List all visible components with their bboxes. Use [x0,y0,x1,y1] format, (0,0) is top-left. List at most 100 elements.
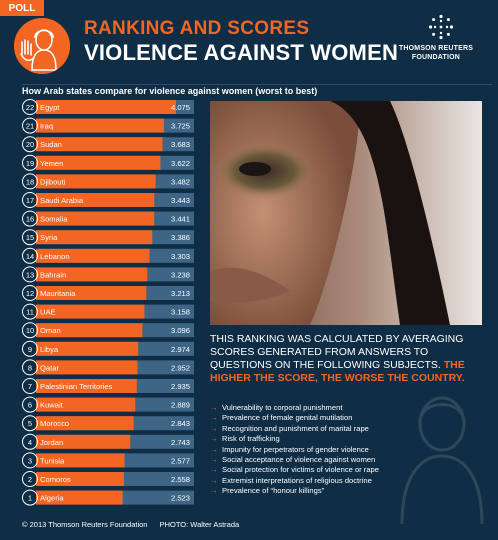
bar-morocco [36,416,134,431]
score-label: 3.213 [171,289,190,298]
bar-syria [36,230,153,245]
rank-circle [22,322,38,339]
rank-number: 7 [28,382,32,391]
bar-saudi-arabia [36,193,155,207]
rank-number: 4 [28,438,32,447]
score-label: 3.622 [171,159,190,168]
rank-number: 18 [26,177,34,186]
rank-circle [22,285,38,301]
rank-circle [22,471,38,487]
rank-number: 17 [26,196,34,205]
rank-number: 5 [28,419,32,428]
rank-circle [22,415,38,432]
copyright-text: © 2013 Thomson Reuters Foundation [22,520,148,529]
score-label: 3.158 [171,308,190,317]
photo-credit: PHOTO: Walter Astrada [159,520,240,529]
rank-circle [22,247,38,264]
bar-kuwait [36,397,136,412]
score-label: 3.443 [171,196,190,205]
score-label: 3.096 [171,326,190,335]
title-ranking: RANKING AND SCORES [84,18,310,39]
country-label: Mauritania [40,289,76,298]
score-label: 2.743 [171,438,190,447]
rank-circle [22,433,38,450]
subject-label: Recognition and punishment of marital ra… [222,423,369,433]
country-label: UAE [40,308,56,317]
country-label: Palestinian Territories [40,382,113,391]
subject-label: Social protection for victims of violenc… [222,465,380,475]
country-label: Oman [40,326,61,335]
subject-item: → Recognition and punishment of marital r… [210,424,480,434]
bar-bahrain [36,267,148,282]
method-highlight: THE HIGHER THE SCORE, THE WORSE THE COUN… [210,359,465,384]
rank-circle [22,136,38,153]
subject-label: Prevalence of female genital mutilation [222,413,353,423]
bar-egypt [36,100,176,114]
score-label: 2.523 [171,494,190,503]
subject-label: Risk of trafficking [222,434,280,444]
rank-number: 21 [26,122,34,131]
org-name-line2: FOUNDATION [411,54,461,61]
rank-number: 2 [28,475,32,484]
score-label: 3.482 [171,177,190,186]
country-label: Jordan [40,438,63,447]
bar-mauritania [36,286,147,300]
rank-circle [22,378,38,394]
rank-circle [22,229,38,246]
method-text: THIS RANKING WAS CALCULATED BY AVERAGING… [210,333,482,385]
woman-silhouette-icon [400,396,484,524]
country-label: Yemen [40,159,63,168]
score-label: 2.889 [171,401,190,410]
arrow-icon: → [210,455,218,465]
score-label: 2.577 [171,456,190,465]
bar-uae [36,304,145,319]
rank-number: 1 [28,494,32,503]
rank-circle [22,266,38,283]
org-name: THOMSON REUTERS FOUNDATION [380,44,492,62]
country-label: Comoros [40,475,71,484]
subject-label: Vulnerability to corporal punishment [222,403,343,412]
arrow-icon: → [210,413,218,423]
country-label: Lebanon [40,252,70,261]
country-label: Kuwait [40,401,64,410]
rank-number: 13 [26,270,34,279]
subject-item: → Prevalence of “honour killings” [210,486,480,496]
country-label: Bahrain [40,270,66,279]
country-label: Somalia [40,215,68,224]
score-label: 3.441 [171,215,190,224]
rank-number: 10 [26,326,34,335]
arrow-icon: → [210,423,218,433]
rank-circle [22,359,38,376]
subject-item: → Prevalence of female genital mutilation [210,413,480,423]
subject-label: Extremist interpretations of religious d… [222,475,372,485]
bar-lebanon [36,248,150,263]
rank-circle [22,396,38,413]
bar-sudan [36,137,163,152]
woman-icon [14,18,70,74]
subject-item: → Vulnerability to corporal punishment [210,403,480,413]
bar-somalia [36,211,155,226]
method-intro: THIS RANKING WAS CALCULATED BY AVERAGING… [210,333,464,371]
footer: © 2013 Thomson Reuters Foundation PHOTO:… [22,520,249,529]
country-label: Qatar [40,363,59,372]
rank-number: 9 [28,345,32,354]
rank-number: 22 [26,103,34,112]
score-label: 3.238 [171,270,190,279]
arrow-icon: → [210,444,218,454]
title-violence: VIOLENCE AGAINST WOMEN [84,40,399,65]
subject-label: Social acceptance of violence against wo… [222,455,376,465]
score-label: 2.558 [171,475,190,484]
rank-number: 3 [28,456,32,465]
country-label: Algeria [40,494,64,503]
rank-number: 14 [26,252,34,261]
score-label: 3.683 [171,140,190,149]
rank-number: 16 [26,215,34,224]
subject-item: → Social acceptance of violence against w… [210,455,480,465]
score-label: 3.386 [171,233,190,242]
score-label: 4.075 [171,103,190,112]
subject-list: → Vulnerability to corporal punishment → P… [210,403,480,497]
arrow-icon: → [210,465,218,475]
score-label: 2.952 [171,363,190,372]
subject-label: Prevalence of “honour killings” [222,486,325,496]
rank-number: 20 [26,140,34,149]
